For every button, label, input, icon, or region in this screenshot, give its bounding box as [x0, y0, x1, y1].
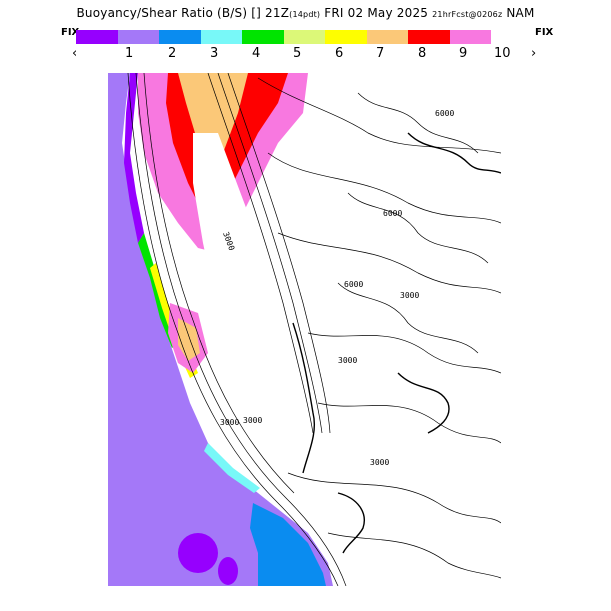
orange-blob	[178, 318, 200, 361]
scale-labels: ‹ 1 2 3 4 5 6 7 8 9 10 ›	[64, 46, 554, 62]
scale-tick-label: 7	[376, 46, 385, 61]
scale-color-swatch	[117, 30, 159, 44]
coastal-band-blue	[250, 503, 326, 586]
scale-tick-label: 5	[293, 46, 302, 61]
color-scale-bar	[76, 30, 491, 44]
bold-contour-lines	[292, 132, 502, 554]
scale-tick-label: 10	[494, 46, 511, 61]
orange-zone	[178, 73, 248, 173]
contour-label: 3000	[370, 458, 389, 467]
scale-tick-label: 4	[252, 46, 261, 61]
contour-label: 6000	[344, 280, 363, 289]
contour-label: 6000	[435, 109, 454, 118]
contour-label: 3000	[220, 418, 239, 427]
scale-color-swatch	[408, 30, 450, 44]
offshore-blob	[130, 373, 186, 453]
title-main: Buoyancy/Shear Ratio (B/S) [] 21Z	[76, 6, 290, 20]
scale-tick-label: 6	[335, 46, 344, 61]
title-date: FRI 02 May 2025	[324, 6, 429, 20]
scale-color-swatch	[283, 30, 325, 44]
offshore-blob	[178, 533, 218, 573]
contour-labels: 3000 3000 3000 6000 6000 6000 3000 3000 …	[220, 109, 454, 467]
coastal-band-purple	[124, 73, 144, 243]
ocean-area	[108, 73, 333, 586]
coastal-band-cyan	[204, 443, 260, 493]
contour-label: 6000	[383, 209, 402, 218]
scale-color-swatch	[242, 30, 284, 44]
fix-left-label[interactable]: FIX	[61, 27, 80, 38]
scale-color-swatch	[449, 30, 491, 44]
scale-tick-label: 1	[125, 46, 134, 61]
prev-arrow-icon[interactable]: ‹	[72, 46, 78, 61]
contour-label: 3000	[243, 416, 262, 425]
scale-tick-label: 3	[210, 46, 219, 61]
title-fcst: 21hrFcst@0206z	[432, 10, 503, 19]
contour-label: 3000	[338, 356, 357, 365]
title-paren: (14pdt)	[289, 10, 321, 19]
scale-color-swatch	[76, 30, 118, 44]
central-valley	[193, 133, 298, 413]
scale-color-swatch	[366, 30, 408, 44]
contour-lines	[127, 72, 502, 587]
scale-tick-label: 9	[459, 46, 468, 61]
fix-right-label[interactable]: FIX	[535, 27, 554, 38]
scale-color-swatch	[159, 30, 201, 44]
chart-title: Buoyancy/Shear Ratio (B/S) [] 21Z(14pdt)…	[0, 6, 611, 20]
scale-color-swatch	[325, 30, 367, 44]
forecast-map: 3000 3000 3000 6000 6000 6000 3000 3000 …	[108, 72, 502, 587]
title-model: NAM	[506, 6, 535, 20]
next-arrow-icon[interactable]: ›	[531, 46, 537, 61]
map-svg: 3000 3000 3000 6000 6000 6000 3000 3000 …	[108, 72, 502, 587]
scale-tick-label: 8	[418, 46, 427, 61]
offshore-blob	[218, 557, 238, 585]
contour-label: 3000	[400, 291, 419, 300]
scale-color-swatch	[200, 30, 242, 44]
scale-tick-label: 2	[168, 46, 177, 61]
